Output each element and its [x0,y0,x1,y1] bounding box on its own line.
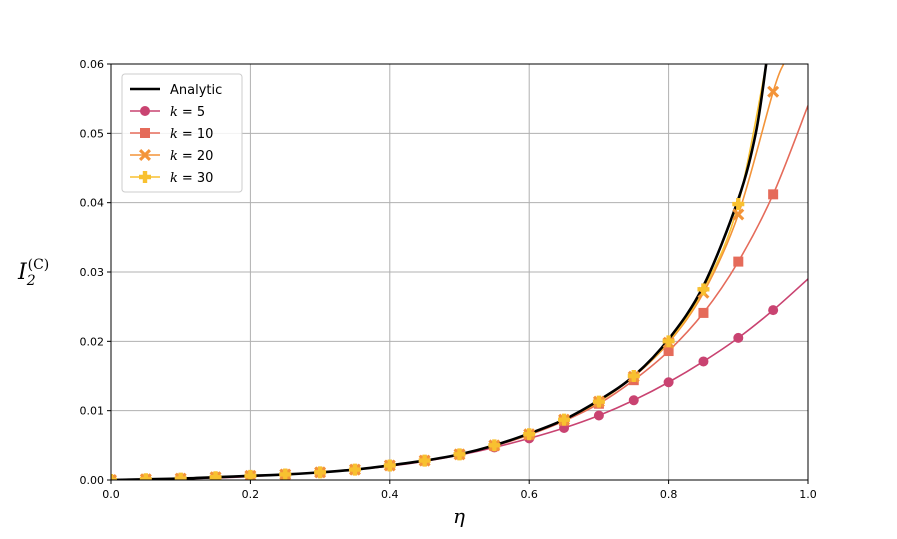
x-tick-label: 1.0 [799,488,817,501]
data-point-k5 [628,395,639,406]
data-point-k30 [558,413,571,426]
data-point-k30 [627,370,640,382]
x-tick-label: 0.0 [102,488,120,501]
legend-label-analytic: Analytic [170,83,222,98]
legend-label-k30: k = 30 [170,171,213,186]
legend-swatch-marker-k30 [139,171,151,183]
data-point-k30 [523,428,536,441]
series-markers [111,23,780,480]
legend-var: k [170,127,178,142]
legend-value: = 5 [182,105,205,120]
data-point-k5 [733,332,744,343]
y-tick-label: 0.01 [80,405,105,418]
data-point-k5 [663,377,674,388]
legend-box [121,73,243,193]
y-axis-label-sub: 2 [26,273,36,289]
data-point-k20 [732,208,745,221]
x-tick-label: 0.4 [381,488,399,501]
x-tick-label: 0.2 [242,488,260,501]
data-point-k20 [767,85,780,98]
data-point-k5 [698,356,709,367]
data-point-k30 [662,335,675,348]
y-axis-label-main: I [17,260,28,285]
legend-var: k [170,149,178,164]
legend-value: = 30 [182,171,214,186]
legend-swatch-marker-k20 [139,149,151,161]
y-tick-label: 0.04 [80,197,105,210]
data-point-k30 [592,395,605,408]
data-point-k10 [733,256,744,267]
legend: Analytic k = 5 k = 10 k = 20 k = 30 [121,73,243,193]
y-axis-label-sup: (C) [28,257,50,273]
data-point-k5 [593,410,604,421]
y-tick-label: 0.02 [80,335,105,348]
legend-value: = 20 [182,149,214,164]
data-point-k30 [418,454,431,467]
legend-var: k [170,171,178,186]
data-point-k30 [244,469,257,480]
data-point-k30 [314,466,327,479]
data-point-k30 [488,439,501,452]
data-point-k30 [383,459,396,472]
data-point-k30 [453,448,466,461]
legend-label-k10: k = 10 [170,127,213,142]
data-point-k30 [139,473,152,480]
y-axis-label: I2(C) [17,257,49,289]
axis-ticks: 0.0 0.2 0.4 0.6 0.8 1.0 0.00 0.01 0.02 0.03 0.04 0.… [80,58,817,501]
data-point-k30 [732,198,745,211]
data-point-k30 [111,474,117,480]
legend-value: = 10 [182,127,214,142]
data-point-k30 [767,23,779,35]
y-tick-label: 0.00 [80,474,105,487]
data-point-k10 [698,307,709,318]
data-point-k10 [663,346,674,357]
x-axis-label: η [453,504,465,528]
data-point-k10 [768,189,779,200]
legend-swatch-marker-k10 [140,128,150,138]
x-tick-label: 0.8 [660,488,678,501]
legend-swatch-marker-k5 [140,106,150,116]
data-point-k30 [279,468,292,480]
legend-var: k [170,105,178,120]
y-tick-label: 0.03 [80,266,105,279]
data-point-k30 [697,283,710,296]
y-tick-label: 0.05 [80,127,105,140]
data-point-k30 [174,472,187,480]
y-tick-label: 0.06 [80,58,105,71]
data-point-k20 [174,472,187,480]
legend-label-k20: k = 20 [170,149,213,164]
data-point-k30 [209,471,222,480]
data-point-k30 [348,463,361,476]
x-tick-label: 0.6 [520,488,538,501]
legend-label-k5: k = 5 [170,105,205,120]
data-point-k5 [768,305,779,316]
